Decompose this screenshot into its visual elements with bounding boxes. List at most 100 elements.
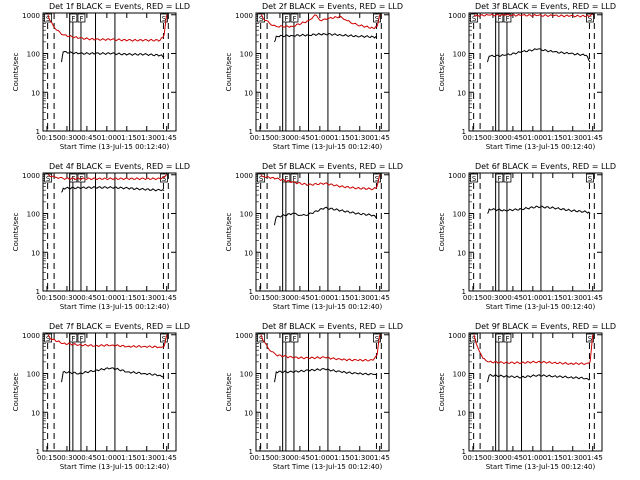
events-series-line [61, 367, 165, 383]
x-tick-label: 00:15 [37, 134, 57, 142]
marker-label: F [284, 175, 288, 183]
x-tick-label: 01:15 [330, 134, 350, 142]
marker-label: S [588, 175, 593, 183]
x-tick-label: 00:30 [483, 134, 503, 142]
x-tick-label: 01:15 [330, 294, 350, 302]
y-axis-label: Counts/sec [12, 373, 20, 412]
y-tick-label: 10 [31, 89, 40, 97]
x-tick-label: 01:00 [310, 294, 330, 302]
x-tick-label: 01:00 [310, 134, 330, 142]
marker-box [282, 173, 291, 183]
marker-label: S [46, 15, 51, 23]
y-tick-label: 1000 [22, 332, 40, 340]
marker-label: F [79, 335, 83, 343]
marker-box [160, 173, 168, 183]
events-series-line [487, 48, 591, 63]
marker-box [495, 173, 504, 183]
x-tick-label: 00:45 [290, 454, 310, 462]
marker-box [77, 333, 86, 343]
x-tick-label: 00:45 [77, 454, 97, 462]
marker-label: S [472, 15, 477, 23]
x-tick-label: 01:00 [310, 454, 330, 462]
chart-title: Det 5f BLACK = Events, RED = LLD [262, 162, 403, 171]
x-tick-label: 00:45 [503, 134, 523, 142]
y-axis-label: Counts/sec [438, 213, 446, 252]
plot-frame [42, 172, 177, 292]
x-tick-label: 01:00 [97, 134, 117, 142]
x-tick-label: 01:45 [157, 454, 177, 462]
marker-label: F [71, 15, 75, 23]
marker-box [257, 13, 266, 23]
y-tick-label: 1000 [235, 172, 253, 180]
marker-label: S [259, 335, 264, 343]
marker-label: S [375, 175, 380, 183]
detector-chart: Det 3f BLACK = Events, RED = LLD 1 10 100 10… [438, 2, 616, 151]
y-axis-label: Counts/sec [12, 213, 20, 252]
lld-series-line [47, 334, 168, 349]
chart-title: Det 4f BLACK = Events, RED = LLD [49, 162, 190, 171]
x-tick-label: 01:45 [370, 134, 390, 142]
marker-label: F [292, 175, 296, 183]
x-tick-label: 00:30 [270, 454, 290, 462]
y-tick-label: 100 [240, 211, 253, 219]
marker-box [282, 333, 291, 343]
chart-title: Det 7f BLACK = Events, RED = LLD [49, 322, 190, 331]
x-tick-label: 01:30 [137, 454, 157, 462]
x-tick-label: 00:15 [463, 294, 483, 302]
x-tick-label: 01:00 [523, 294, 543, 302]
events-series-line [61, 185, 165, 193]
chart-title: Det 2f BLACK = Events, RED = LLD [262, 2, 403, 11]
marker-box [586, 13, 594, 23]
marker-box [44, 333, 53, 343]
y-tick-label: 1 [462, 128, 466, 136]
x-tick-label: 00:45 [290, 134, 310, 142]
x-tick-label: 01:15 [543, 294, 563, 302]
y-tick-label: 10 [457, 249, 466, 257]
chart-title: Det 1f BLACK = Events, RED = LLD [49, 2, 190, 11]
y-tick-label: 10 [31, 249, 40, 257]
x-tick-label: 01:45 [583, 134, 603, 142]
events-series-line [274, 206, 378, 226]
y-tick-label: 1000 [22, 12, 40, 20]
marker-box [495, 333, 504, 343]
marker-box [373, 173, 381, 183]
y-tick-label: 1 [249, 288, 253, 296]
marker-label: S [46, 175, 51, 183]
marker-box [77, 13, 86, 23]
y-tick-label: 100 [453, 211, 466, 219]
marker-box [586, 173, 594, 183]
y-tick-label: 10 [31, 409, 40, 417]
y-tick-label: 100 [240, 51, 253, 59]
y-tick-label: 1 [462, 288, 466, 296]
x-tick-label: 00:30 [57, 454, 77, 462]
plot-frame [468, 172, 603, 292]
x-tick-label: 01:45 [370, 294, 390, 302]
x-tick-label: 00:30 [270, 134, 290, 142]
x-tick-label: 00:15 [37, 454, 57, 462]
x-tick-label: 01:00 [97, 454, 117, 462]
events-series-line [274, 32, 378, 43]
detector-chart: Det 4f BLACK = Events, RED = LLD 1 10 100 10… [12, 162, 190, 311]
marker-box [44, 13, 53, 23]
marker-box [290, 13, 299, 23]
y-tick-label: 100 [27, 51, 40, 59]
marker-box [290, 333, 299, 343]
lld-series-line [473, 334, 594, 366]
detector-chart: Det 5f BLACK = Events, RED = LLD 1 10 100 10… [225, 162, 403, 311]
plot-frame [42, 12, 177, 132]
lld-series-line [260, 174, 381, 191]
x-tick-label: 00:45 [77, 134, 97, 142]
x-tick-label: 01:30 [563, 134, 583, 142]
detector-chart: Det 2f BLACK = Events, RED = LLD 1 10 100 10… [225, 2, 403, 151]
marker-label: F [284, 335, 288, 343]
x-tick-label: 01:00 [97, 294, 117, 302]
x-tick-label: 01:15 [330, 454, 350, 462]
x-axis-label: Start Time (13-Jul-15 00:12:40) [486, 303, 596, 311]
events-series-line [487, 205, 591, 214]
marker-box [470, 13, 479, 23]
marker-box [69, 333, 78, 343]
plot-frame [468, 332, 603, 452]
marker-label: F [292, 335, 296, 343]
y-tick-label: 1000 [448, 332, 466, 340]
